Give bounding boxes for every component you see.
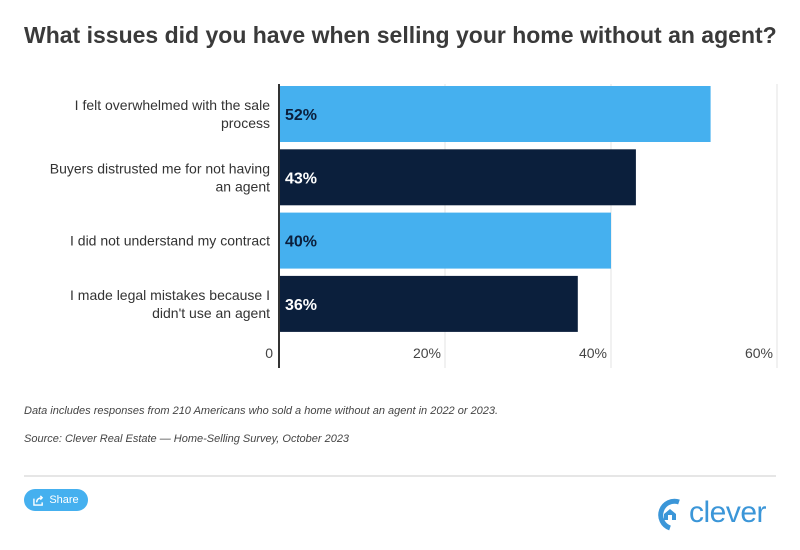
- x-tick-label: 0: [265, 345, 273, 361]
- bar: [279, 149, 636, 206]
- data-label: 36%: [285, 297, 317, 314]
- clever-logo: clever: [655, 494, 767, 532]
- bar: [279, 212, 611, 269]
- bar-chart: 0 20% 40% 60% 52% I felt overwhelmed with the…: [50, 84, 778, 368]
- sample-note: Data includes responses from 210 America…: [24, 405, 499, 417]
- category-label: process: [221, 115, 270, 131]
- data-label: 43%: [285, 170, 317, 187]
- data-label: 52%: [285, 107, 317, 124]
- data-label: 40%: [285, 234, 317, 251]
- category-label: I made legal mistakes because I: [70, 287, 270, 303]
- divider: [24, 475, 776, 477]
- share-icon: [33, 494, 44, 506]
- category-label: I did not understand my contract: [70, 233, 270, 249]
- share-label: Share: [49, 494, 79, 506]
- logo-text: clever: [689, 496, 767, 529]
- bar: [279, 275, 578, 332]
- x-tick-label: 40%: [579, 345, 607, 361]
- category-label: Buyers distrusted me for not having: [50, 160, 270, 176]
- category-label: an agent: [216, 178, 271, 194]
- share-button[interactable]: Share: [24, 489, 88, 511]
- chart-title: What issues did you have when selling yo…: [24, 22, 777, 48]
- source-note: Source: Clever Real Estate — Home-Sellin…: [24, 433, 350, 445]
- x-tick-label: 20%: [413, 345, 441, 361]
- category-label: I felt overwhelmed with the sale: [75, 97, 271, 113]
- clever-pin-icon: [658, 498, 680, 531]
- bar: [279, 86, 711, 142]
- x-tick-label: 60%: [745, 345, 773, 361]
- category-label: didn't use an agent: [152, 305, 270, 321]
